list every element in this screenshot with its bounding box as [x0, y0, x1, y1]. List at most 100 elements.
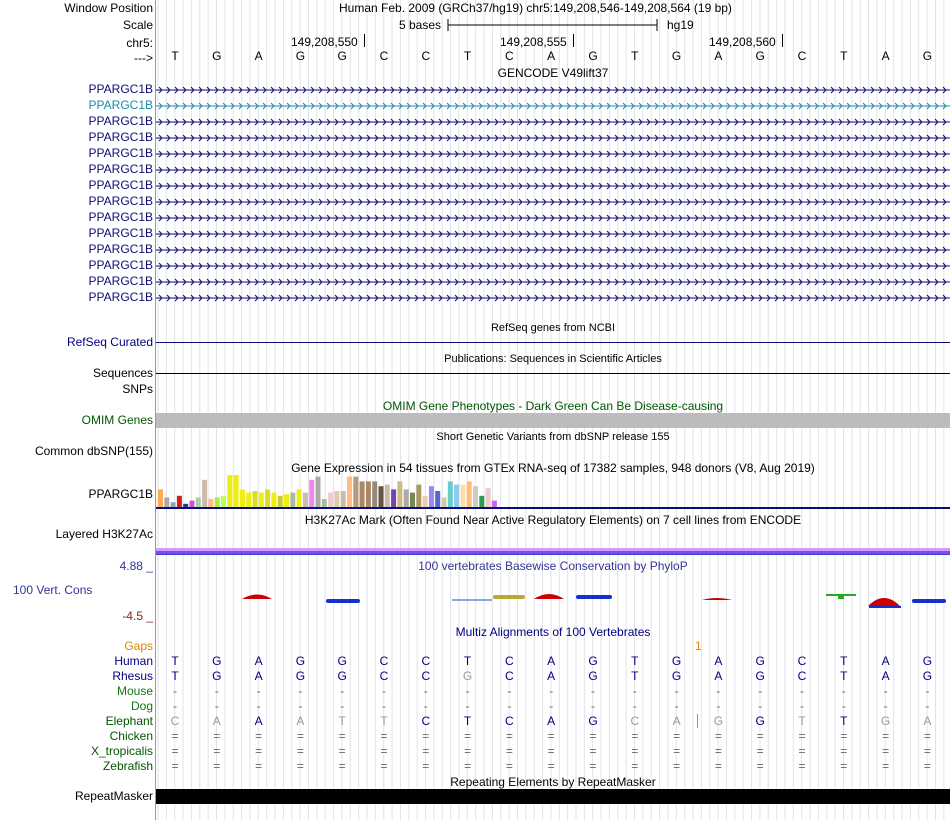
phylop-track-label[interactable]: 100 Vert. Cons	[13, 583, 93, 597]
phylop-logo[interactable]	[156, 570, 950, 620]
refseq-gene-line[interactable]	[156, 342, 950, 343]
multiz-species-row[interactable]: -------------------	[156, 699, 950, 714]
gtex-tissue-bar	[183, 503, 189, 507]
refseq-track-title[interactable]: RefSeq genes from NCBI	[490, 322, 616, 334]
alignment-base: C	[505, 654, 514, 668]
gencode-transcript-label[interactable]: PPARGC1B	[88, 146, 153, 160]
gencode-transcript-label[interactable]: PPARGC1B	[88, 210, 153, 224]
multiz-species-label[interactable]: Zebrafish	[102, 759, 153, 773]
gencode-transcript-label[interactable]: PPARGC1B	[88, 290, 153, 304]
gencode-transcript-label[interactable]: PPARGC1B	[88, 162, 153, 176]
multiz-species-label[interactable]: Chicken	[109, 729, 153, 743]
alignment-base: =	[756, 744, 764, 758]
omim-feature-bar[interactable]	[156, 413, 950, 428]
multiz-track-title[interactable]: Multiz Alignments of 100 Vertebrates	[455, 625, 651, 639]
repeatmasker-track-title[interactable]: Repeating Elements by RepeatMasker	[450, 775, 656, 789]
h3k27ac-track-label[interactable]: Layered H3K27Ac	[55, 527, 153, 541]
omim-track-label[interactable]: OMIM Genes	[81, 413, 153, 427]
gencode-transcript-line[interactable]	[156, 85, 950, 95]
h3k27ac-signal[interactable]	[156, 546, 950, 558]
gencode-transcript-line[interactable]	[156, 229, 950, 239]
gtex-expression-bars[interactable]	[156, 475, 950, 511]
gencode-transcript-line[interactable]	[156, 277, 950, 287]
gtex-tissue-bar	[441, 497, 447, 507]
alignment-base: =	[882, 729, 890, 743]
multiz-species-row[interactable]: = = = = = = = = = = = = = = = = = = =	[156, 729, 950, 744]
dbsnp-track-title[interactable]: Short Genetic Variants from dbSNP releas…	[436, 431, 670, 443]
publications-line[interactable]	[156, 373, 950, 374]
h3k27ac-track-title[interactable]: H3K27Ac Mark (Often Found Near Active Re…	[304, 513, 802, 527]
repeatmasker-element-bar[interactable]	[156, 789, 950, 804]
gencode-transcript-label[interactable]: PPARGC1B	[88, 130, 153, 144]
multiz-gap-count[interactable]: 1	[695, 639, 702, 653]
publications-track-title[interactable]: Publications: Sequences in Scientific Ar…	[444, 353, 662, 365]
alignment-base: =	[464, 759, 472, 773]
gencode-transcript-label[interactable]: PPARGC1B	[88, 114, 153, 128]
alignment-base: =	[882, 759, 890, 773]
multiz-species-row[interactable]: = = = = = = = = = = = = = = = = = = =	[156, 744, 950, 759]
gtex-tissue-bar	[435, 491, 441, 507]
alignment-base: G	[337, 654, 347, 668]
multiz-species-row[interactable]: -------------------	[156, 684, 950, 699]
alignment-base: G	[588, 669, 598, 683]
alignment-base: =	[296, 744, 304, 758]
gencode-transcript-line[interactable]	[156, 117, 950, 127]
gencode-transcript-label[interactable]: PPARGC1B	[88, 274, 153, 288]
gencode-transcript-line[interactable]	[156, 293, 950, 303]
multiz-species-label[interactable]: Mouse	[116, 684, 153, 698]
elephant-insertion-marker[interactable]	[697, 714, 698, 728]
gencode-transcript-line[interactable]	[156, 101, 950, 111]
multiz-gaps-label[interactable]: Gaps	[124, 639, 153, 653]
repeatmasker-track-label[interactable]: RepeatMasker	[74, 789, 153, 803]
gencode-transcript-line[interactable]	[156, 165, 950, 175]
gtex-track-label[interactable]: PPARGC1B	[88, 487, 153, 501]
position-tick-1: 149,208,550	[291, 35, 358, 49]
sequence-base: G	[295, 49, 306, 63]
multiz-species-label[interactable]: X_tropicalis	[90, 744, 153, 758]
gencode-transcript-label[interactable]: PPARGC1B	[88, 258, 153, 272]
alignment-base: A	[672, 714, 681, 728]
alignment-base: =	[213, 729, 221, 743]
alignment-base: =	[714, 759, 722, 773]
gencode-transcript-line[interactable]	[156, 149, 950, 159]
alignment-base: -	[382, 699, 386, 713]
alignment-base: -	[883, 699, 888, 713]
multiz-species-label[interactable]: Dog	[130, 699, 153, 713]
gencode-transcript-line[interactable]	[156, 261, 950, 271]
publications-snps-label[interactable]: SNPs	[122, 382, 153, 396]
multiz-species-row[interactable]: = = = = = = = = = = = = = = = = = = =	[156, 759, 950, 774]
gencode-transcript-label[interactable]: PPARGC1B	[88, 82, 153, 96]
gencode-transcript-label[interactable]: PPARGC1B	[88, 194, 153, 208]
alignment-base: A	[547, 654, 556, 668]
alignment-base: -	[256, 699, 261, 713]
multiz-species-label[interactable]: Human	[114, 654, 153, 668]
alignment-base: =	[673, 759, 681, 773]
phylop-max-label: 4.88 _	[119, 559, 153, 573]
gencode-transcript-line[interactable]	[156, 213, 950, 223]
alignment-base: C	[421, 714, 431, 728]
gencode-transcript-line[interactable]	[156, 197, 950, 207]
gencode-track-title[interactable]: GENCODE V49lift37	[497, 66, 609, 80]
gencode-transcript-label[interactable]: PPARGC1B	[88, 242, 153, 256]
omim-track-title[interactable]: OMIM Gene Phenotypes - Dark Green Can Be…	[382, 399, 724, 413]
dbsnp-track-label[interactable]: Common dbSNP(155)	[34, 444, 153, 458]
gencode-transcript-label[interactable]: PPARGC1B	[88, 98, 153, 112]
gencode-transcript-line[interactable]	[156, 245, 950, 255]
scale-bar	[447, 19, 658, 31]
gencode-transcript-label[interactable]: PPARGC1B	[88, 178, 153, 192]
multiz-species-label[interactable]: Elephant	[105, 714, 153, 728]
alignment-base: =	[422, 744, 430, 758]
multiz-species-label[interactable]: Rhesus	[112, 669, 153, 683]
refseq-track-label[interactable]: RefSeq Curated	[66, 335, 153, 349]
gencode-transcript-line[interactable]	[156, 133, 950, 143]
gencode-transcript-label[interactable]: PPARGC1B	[88, 226, 153, 240]
publications-sequences-label[interactable]: Sequences	[92, 366, 153, 380]
phylop-track-title[interactable]: 100 vertebrates Basewise Conservation by…	[418, 559, 688, 573]
alignment-base: -	[298, 684, 303, 698]
gtex-track-title[interactable]: Gene Expression in 54 tissues from GTEx …	[291, 461, 815, 475]
gencode-transcript-line[interactable]	[156, 181, 950, 191]
